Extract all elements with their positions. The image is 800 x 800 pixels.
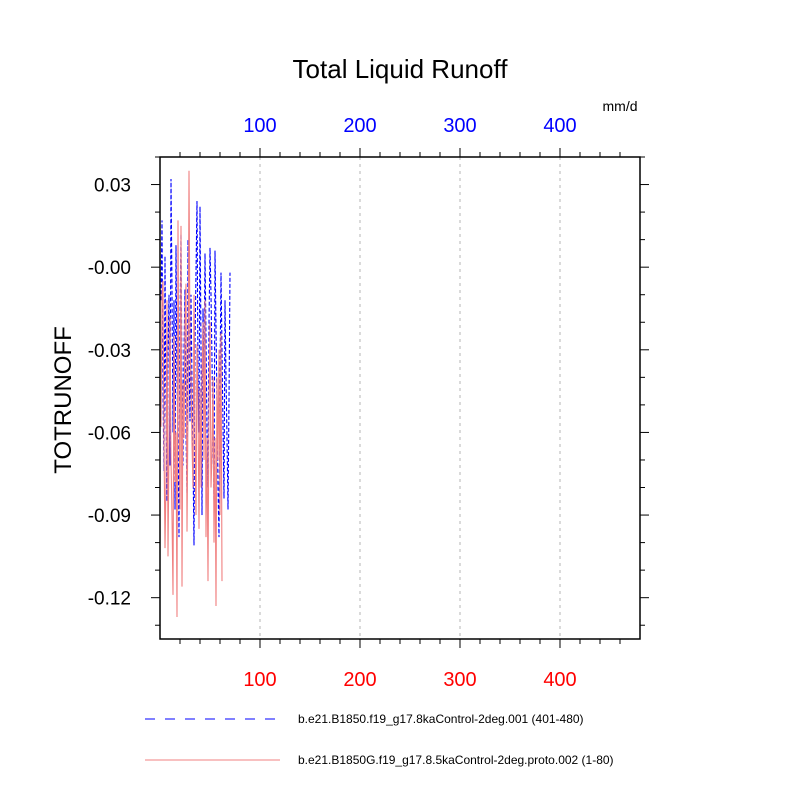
x-tick-label-top: 400 [543,115,576,137]
x-tick-label-bottom: 100 [243,669,276,691]
y-axis-label: TOTRUNOFF [50,326,77,474]
y-tick-label: -0.00 [88,258,131,279]
series-layer [160,170,231,617]
x-tick-label-bottom: 400 [543,669,576,691]
legend: b.e21.B1850.f19_g17.8kaControl-2deg.001 … [145,712,614,767]
x-tick-label-bottom: 300 [443,669,476,691]
x-tick-label-top: 200 [343,115,376,137]
series-line-2 [160,170,223,617]
tick-labels: 100 200 300 400 100 200 300 400 0.03 -0.00 -0.03 -0… [88,115,577,691]
grid [259,157,561,639]
y-tick-label: -0.09 [88,506,131,527]
y-tick-label: -0.03 [88,341,131,362]
y-tick-label: 0.03 [94,176,131,197]
chart-title: Total Liquid Runoff [293,54,509,84]
units-label: mm/d [603,98,638,114]
x-tick-label-top: 300 [443,115,476,137]
axis-ticks [151,148,649,648]
plot-frame [159,156,641,640]
y-tick-label: -0.06 [88,423,131,444]
legend-entry-series-2: b.e21.B1850G.f19_g17.8.5kaControl-2deg.p… [298,753,614,767]
y-tick-label: -0.12 [88,589,131,610]
legend-entry-series-1: b.e21.B1850.f19_g17.8kaControl-2deg.001 … [298,712,584,726]
series-line-1 [160,179,231,546]
x-tick-label-top: 100 [243,115,276,137]
x-tick-label-bottom: 200 [343,669,376,691]
